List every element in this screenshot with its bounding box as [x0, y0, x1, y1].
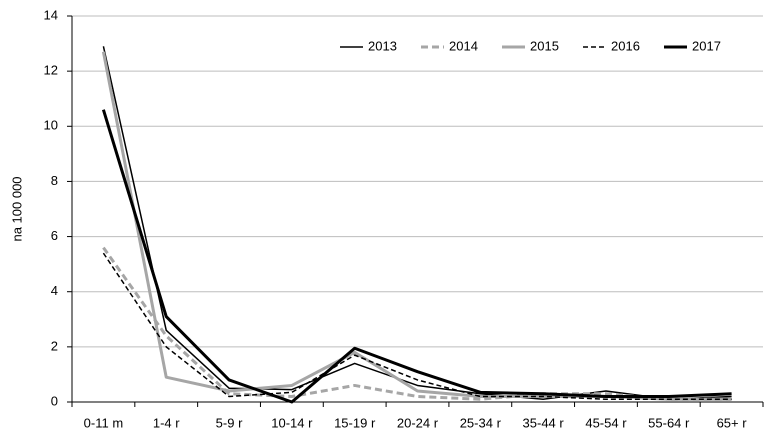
x-tick-label: 45-54 r: [585, 415, 627, 430]
y-axis-label: na 100 000: [9, 176, 24, 241]
x-tick-label: 5-9 r: [216, 415, 243, 430]
y-tick-label: 14: [44, 7, 58, 22]
y-tick-label: 10: [44, 118, 58, 133]
y-tick-label: 2: [51, 338, 58, 353]
x-tick-label: 20-24 r: [397, 415, 439, 430]
x-tick-label: 0-11 m: [84, 415, 124, 430]
x-tick-label: 65+ r: [717, 415, 748, 430]
x-tick-label: 35-44 r: [523, 415, 565, 430]
y-tick-label: 4: [51, 283, 58, 298]
y-tick-label: 8: [51, 173, 58, 188]
x-tick-label: 15-19 r: [334, 415, 376, 430]
x-tick-label: 10-14 r: [271, 415, 313, 430]
series-line: [102, 252, 732, 400]
legend-label: 2017: [692, 38, 721, 53]
series-line: [102, 246, 732, 401]
y-tick-label: 0: [51, 393, 58, 408]
x-tick-label: 25-34 r: [460, 415, 502, 430]
series-line: [101, 109, 732, 404]
y-tick-label: 6: [51, 228, 58, 243]
x-tick-label: 1-4 r: [153, 415, 180, 430]
x-tick-label: 55-64 r: [648, 415, 690, 430]
series-line: [102, 46, 732, 400]
labels: 0 2 4 6 8 10 12 14 0-11 m 1-4 r 5-9 r 10-14 r 15-19 …: [44, 7, 748, 430]
legend-label: 2014: [449, 38, 478, 53]
legend-label: 2015: [530, 38, 559, 53]
y-tick-label: 12: [44, 63, 58, 78]
grid: [67, 15, 764, 407]
legend-label: 2013: [368, 38, 397, 53]
legend-label: 2016: [611, 38, 640, 53]
lines: [101, 46, 732, 404]
